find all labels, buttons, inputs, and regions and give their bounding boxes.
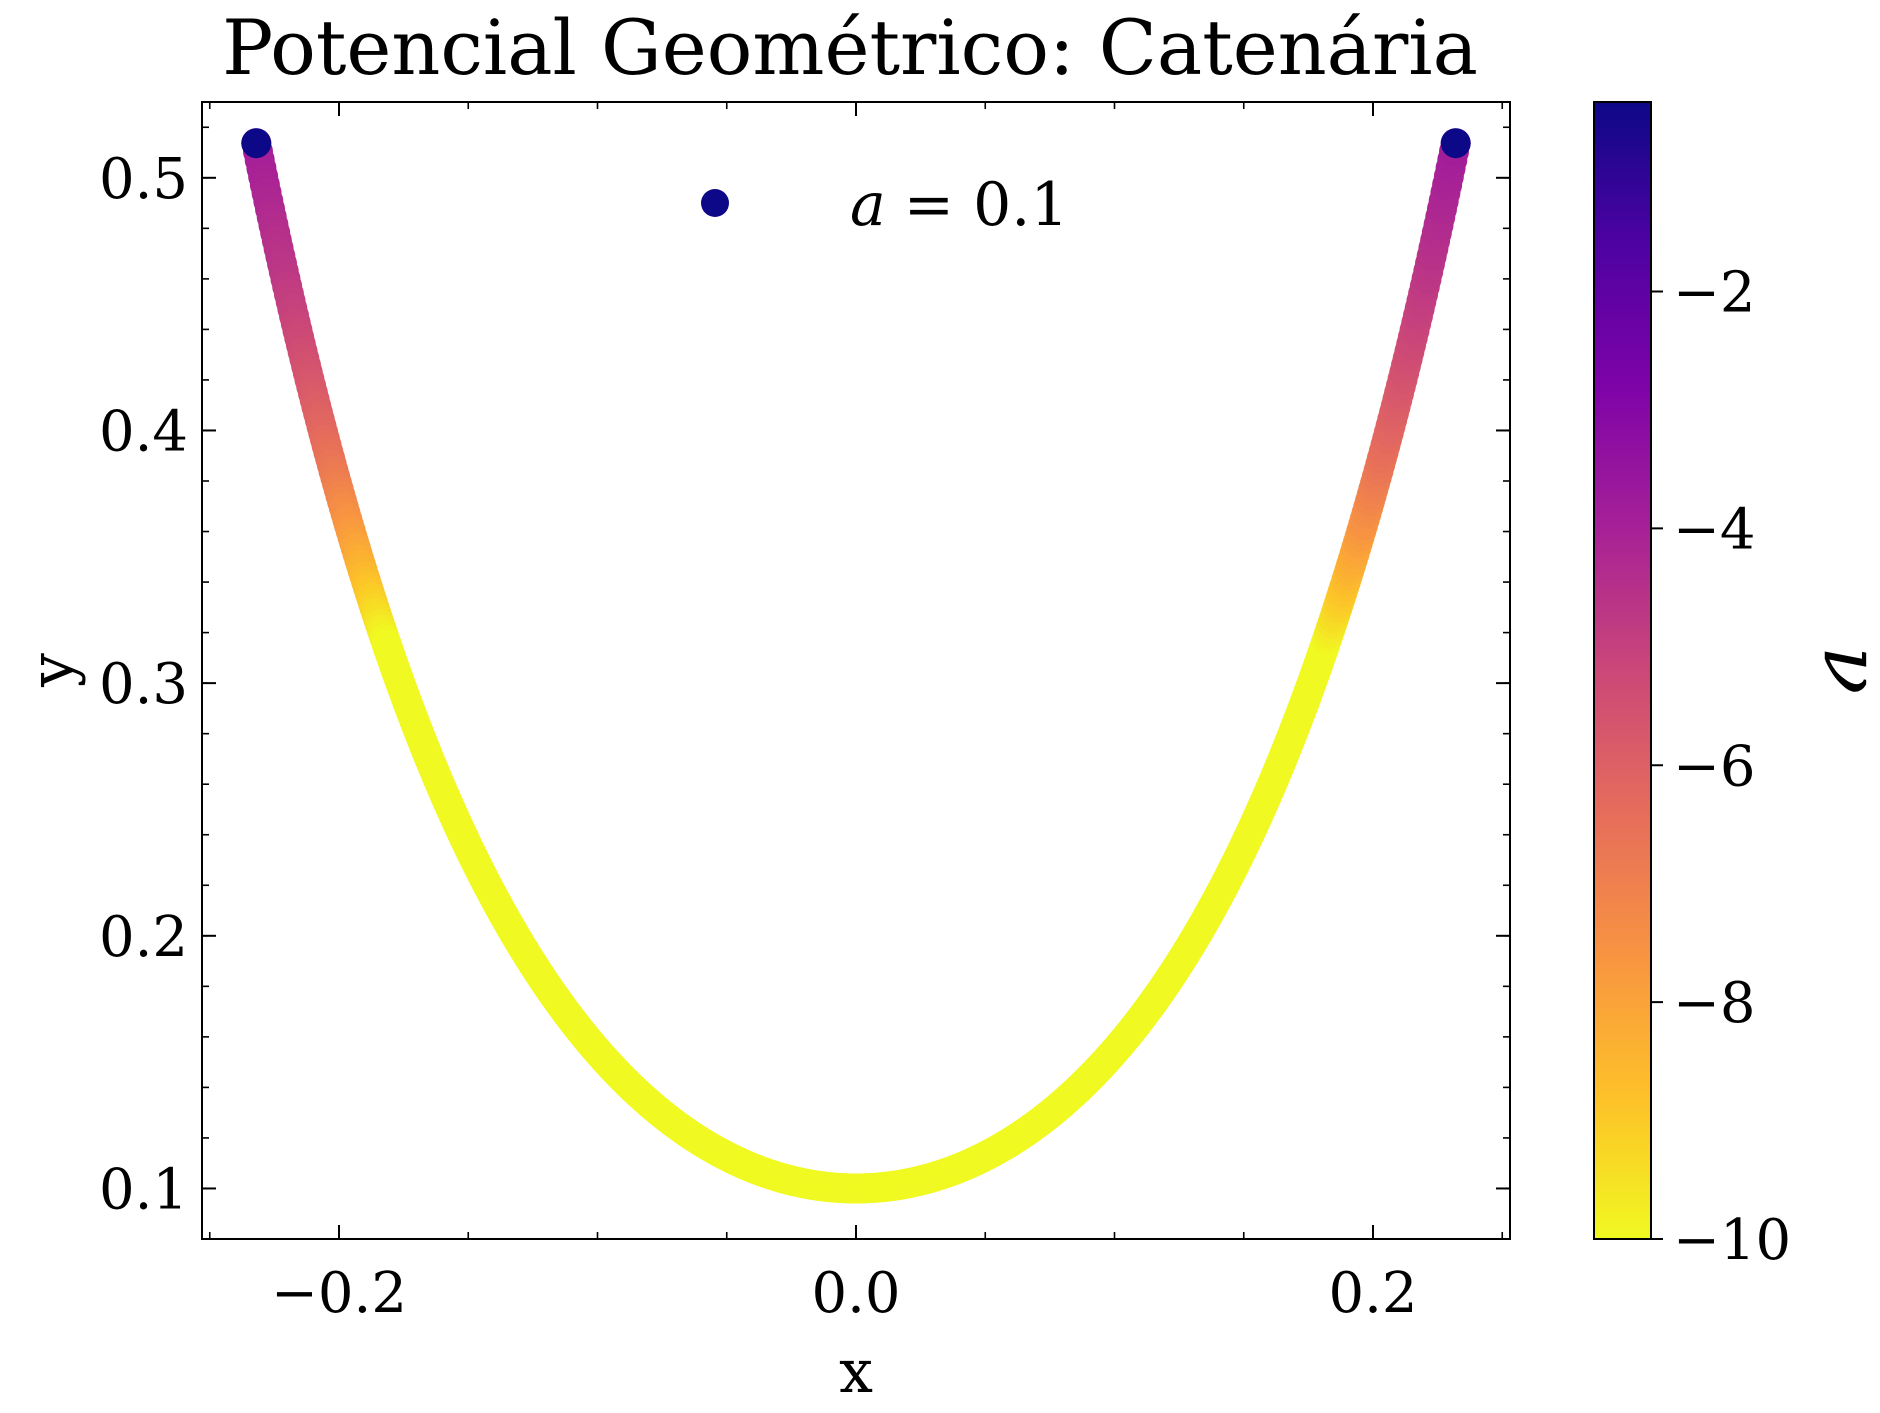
x-tick-label: −0.2 [271, 1261, 407, 1326]
colorbar-tick-label: −4 [1673, 497, 1756, 562]
y-tick-label: 0.3 [99, 652, 188, 717]
legend-value: = 0.1 [904, 170, 1069, 240]
colorbar-tick-label: −8 [1673, 971, 1756, 1036]
colorbar-tick-label: −2 [1673, 261, 1756, 326]
y-tick-label: 0.5 [99, 147, 188, 212]
y-axis-label: y [17, 653, 87, 688]
svg-text:a= 0.1: a = 0.1 [850, 170, 1069, 240]
colorbar-label: ν [1806, 646, 1880, 695]
y-tick-label: 0.2 [99, 905, 188, 970]
legend-variable: a [850, 170, 886, 240]
endpoint-marker [241, 128, 272, 159]
y-axis-ticks: 0.1 0.2 0.3 0.4 0.5 [99, 126, 1510, 1240]
y-tick-label: 0.4 [99, 399, 188, 464]
colorbar-tick-label: −6 [1673, 734, 1756, 799]
x-axis-ticks: −0.2 0.0 0.2 [208, 102, 1504, 1326]
colorbar-tick-label: −10 [1673, 1208, 1791, 1273]
x-tick-label: 0.2 [1328, 1261, 1417, 1326]
endpoint-marker [1440, 128, 1471, 159]
colorbar-gradient [1593, 101, 1652, 1240]
plot-area: −0.2 0.0 0.2 0.1 0.2 0.3 0.4 0.5 [99, 101, 1511, 1326]
y-tick-label: 0.1 [99, 1157, 188, 1222]
data-series [241, 128, 1471, 1204]
x-tick-label: 0.0 [811, 1261, 900, 1326]
chart-title: Potencial Geométrico: Catenária [222, 3, 1478, 92]
colorbar-ticks: −2 −4 −6 −8 −10 [1651, 261, 1791, 1273]
x-axis-label: x [839, 1337, 873, 1407]
colorbar: −2 −4 −6 −8 −10 ν [1593, 101, 1880, 1273]
legend: a = 0.1 [701, 170, 1069, 240]
legend-marker [701, 189, 729, 217]
curve-endpoints [241, 128, 1471, 159]
